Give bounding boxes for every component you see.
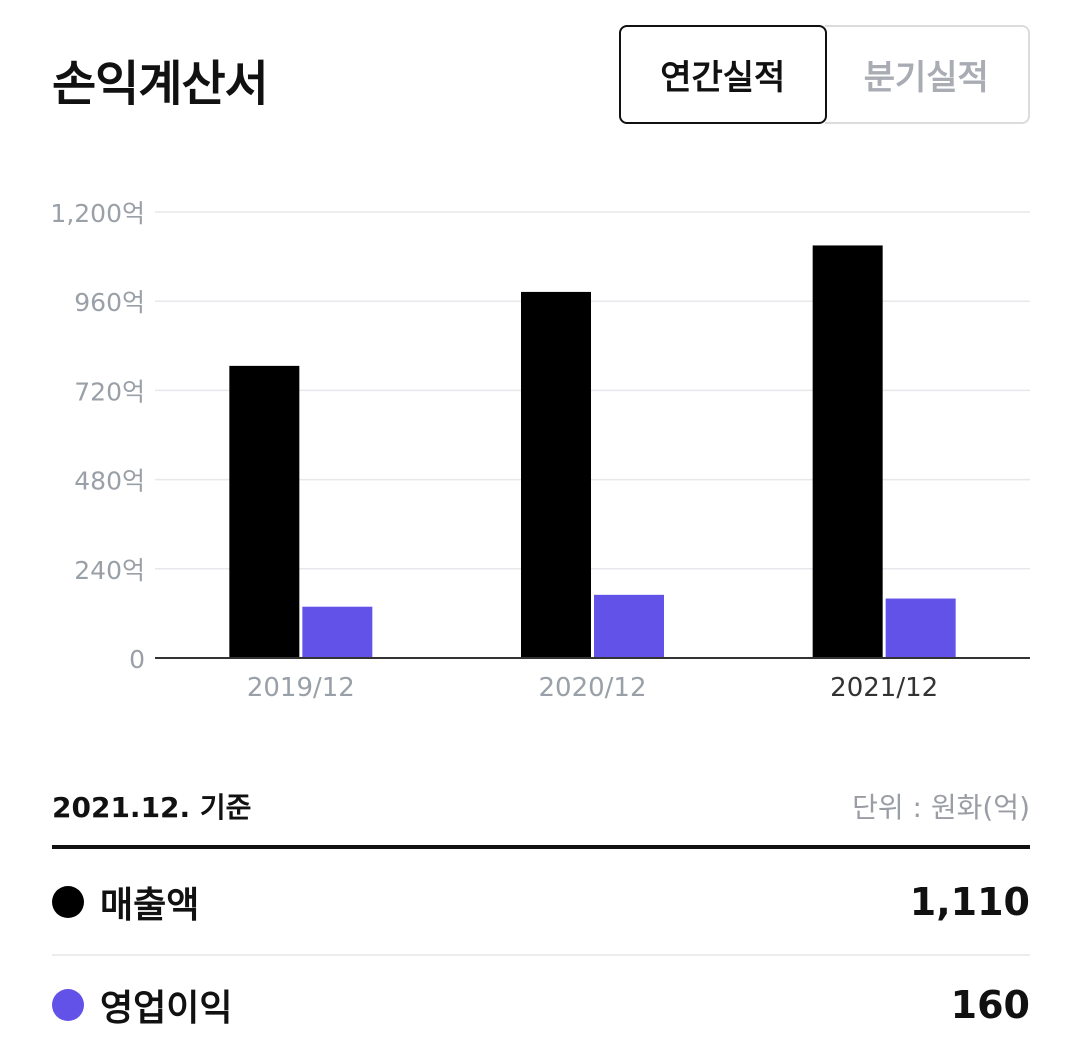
basis-date: 2021.12. 기준 (52, 791, 252, 824)
unit-label: 단위 : 원화(억) (852, 791, 1030, 824)
summary-row-value: 1,110 (909, 880, 1030, 924)
y-tick-label: 960억 (74, 288, 145, 317)
y-tick-label: 0 (129, 645, 145, 674)
revenue-legend-dot (52, 886, 84, 918)
row-divider (52, 954, 1030, 956)
table-top-divider (52, 845, 1030, 849)
y-tick-label: 720억 (74, 377, 145, 406)
operating-profit-legend-dot (52, 989, 84, 1021)
x-tick-label: 2021/12 (830, 673, 938, 703)
summary-row-label: 영업이익 (100, 988, 233, 1029)
y-tick-label: 480억 (74, 467, 145, 496)
chart-svg: 0 240억 480억 720억 960억 1,200억 2019/12 2020/12 202… (50, 199, 1030, 703)
summary-row-revenue: 매출액 1,110 (52, 872, 1030, 932)
tab-quarterly[interactable]: 분기실적 (824, 25, 1030, 124)
summary-row-operating-profit: 영업이익 160 (52, 975, 1030, 1035)
summary-row-label: 매출액 (100, 885, 200, 926)
summary-row-value: 160 (950, 983, 1030, 1027)
period-toggle: 연간실적 분기실적 (619, 25, 1030, 124)
bar-revenue (229, 365, 300, 658)
bar-operating_profit (885, 598, 956, 658)
tab-annual[interactable]: 연간실적 (619, 25, 827, 124)
x-tick-label: 2019/12 (247, 673, 355, 703)
bar-revenue (521, 291, 591, 658)
bar-operating_profit (302, 606, 373, 658)
y-tick-label: 240억 (74, 556, 145, 585)
page-title: 손익계산서 (52, 56, 269, 112)
bar-revenue (812, 245, 883, 658)
y-tick-label: 1,200억 (50, 199, 145, 228)
bar-operating_profit (594, 594, 664, 658)
income-bar-chart: 0 240억 480억 720억 960억 1,200억 2019/12 2020/12 202… (0, 180, 1080, 720)
x-tick-label: 2020/12 (538, 673, 646, 703)
